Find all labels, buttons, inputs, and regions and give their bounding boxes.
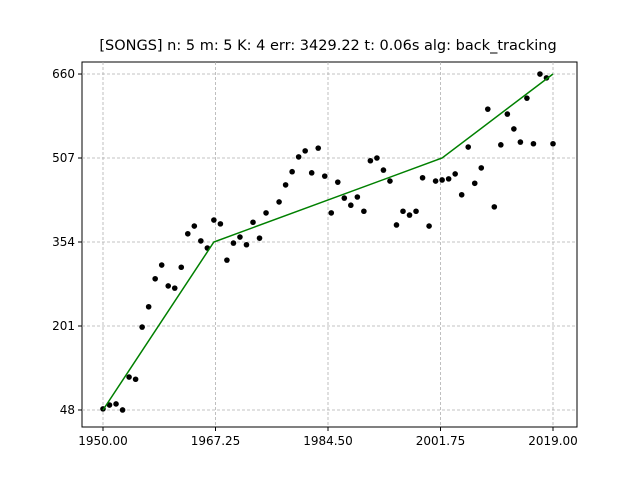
data-point [282, 182, 289, 188]
y-tick-label: 354 [52, 235, 75, 249]
data-point [458, 191, 465, 198]
plot-frame [81, 61, 578, 428]
y-tick-label: 660 [52, 67, 75, 81]
data-point [498, 142, 504, 148]
data-point [550, 140, 556, 147]
data-point [184, 230, 191, 237]
data-point [413, 208, 419, 215]
data-point [132, 376, 139, 383]
data-point [452, 171, 458, 177]
data-point [178, 264, 185, 271]
data-point [302, 148, 308, 154]
data-point [217, 221, 224, 227]
data-point [504, 111, 511, 117]
data-point [289, 168, 295, 175]
data-point [432, 178, 439, 184]
data-point [276, 199, 282, 205]
data-point [354, 194, 361, 200]
y-tick-label: 48 [60, 403, 75, 417]
data-point [295, 154, 302, 160]
data-point [263, 210, 269, 216]
data-point [400, 208, 406, 215]
data-point [106, 402, 113, 408]
chart-title: [SONGS] n: 5 m: 5 K: 4 err: 3429.22 t: 0… [99, 38, 556, 54]
x-tick-label: 1984.50 [303, 434, 353, 448]
data-point [478, 165, 485, 171]
data-point [230, 240, 237, 246]
data-point [348, 202, 354, 209]
data-point [426, 223, 432, 229]
x-tick-label: 2001.75 [416, 434, 466, 448]
data-point [524, 95, 530, 101]
data-point [387, 178, 393, 184]
data-point [191, 223, 198, 229]
x-tick-label: 1950.00 [78, 434, 128, 448]
data-point [126, 374, 132, 380]
data-point [152, 275, 158, 282]
data-point [439, 177, 445, 183]
y-tick-label: 507 [52, 151, 75, 165]
data-point [361, 208, 367, 215]
data-point [119, 407, 126, 413]
x-tick-label: 2019.00 [528, 434, 578, 448]
data-point [139, 324, 145, 330]
data-point [211, 217, 217, 223]
data-point [237, 234, 243, 240]
data-point [445, 176, 452, 182]
y-tick-label: 201 [52, 319, 75, 333]
data-point [158, 262, 165, 268]
data-point [334, 179, 341, 185]
data-point [308, 170, 315, 176]
data-point [471, 180, 478, 187]
data-point [250, 219, 256, 226]
data-point [165, 283, 172, 289]
data-point [224, 257, 230, 263]
data-point [321, 173, 328, 179]
data-point [491, 204, 498, 210]
data-point [537, 71, 543, 77]
data-point [517, 139, 524, 145]
data-point [256, 235, 263, 241]
data-point [341, 195, 348, 201]
x-tick-label: 1967.25 [191, 434, 241, 448]
data-point [145, 303, 152, 310]
data-point [113, 401, 119, 407]
data-point [315, 145, 322, 151]
data-point [419, 174, 426, 181]
data-point [380, 167, 387, 173]
data-point [511, 126, 517, 132]
data-point [198, 238, 204, 244]
data-point [465, 144, 472, 150]
data-point [328, 210, 335, 216]
data-point [484, 106, 491, 112]
data-point [393, 222, 400, 228]
fit-line [102, 73, 554, 411]
data-point [406, 212, 413, 218]
data-point [374, 155, 380, 161]
data-point [367, 157, 374, 164]
data-point [171, 285, 178, 291]
data-point [243, 241, 250, 248]
data-point [530, 140, 537, 147]
